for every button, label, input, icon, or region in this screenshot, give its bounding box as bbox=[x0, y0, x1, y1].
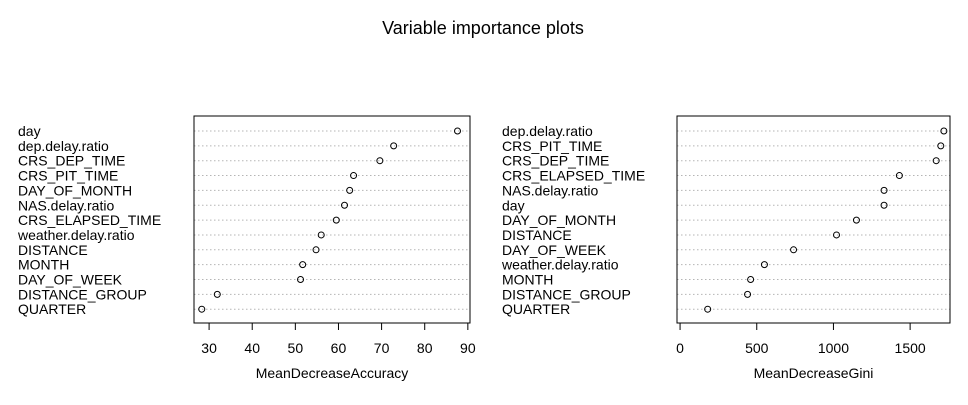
x-tick-label: 70 bbox=[374, 340, 390, 356]
row-label: NAS.delay.ratio bbox=[18, 197, 114, 213]
row-label: CRS_ELAPSED_TIME bbox=[18, 212, 161, 228]
x-tick-label: 50 bbox=[288, 340, 304, 356]
data-point bbox=[350, 172, 358, 180]
data-point bbox=[390, 142, 398, 150]
data-point bbox=[453, 127, 461, 135]
x-axis-label: MeanDecreaseGini bbox=[754, 365, 874, 381]
x-tick-label: 30 bbox=[201, 340, 217, 356]
x-tick-label: 0 bbox=[676, 340, 684, 356]
row-label: CRS_ELAPSED_TIME bbox=[502, 168, 645, 184]
row-label: CRS_PIT_TIME bbox=[502, 138, 602, 154]
data-point bbox=[880, 201, 888, 209]
data-point bbox=[833, 231, 841, 239]
dotchart-panel-1: daydep.delay.ratioCRS_DEP_TIMECRS_PIT_TI… bbox=[17, 115, 476, 381]
x-tick-label: 80 bbox=[417, 340, 433, 356]
row-label: MONTH bbox=[18, 257, 69, 273]
data-point bbox=[317, 231, 325, 239]
row-label: dep.delay.ratio bbox=[18, 138, 109, 154]
data-point bbox=[312, 246, 320, 254]
x-tick-label: 60 bbox=[331, 340, 347, 356]
row-label: CRS_DEP_TIME bbox=[18, 153, 125, 169]
x-tick-label: 1500 bbox=[895, 340, 926, 356]
row-label: QUARTER bbox=[502, 301, 570, 317]
dotchart-panel-2: dep.delay.ratioCRS_PIT_TIMECRS_DEP_TIMEC… bbox=[501, 115, 951, 381]
data-point bbox=[346, 186, 354, 194]
data-point bbox=[852, 216, 860, 224]
row-label: DAY_OF_MONTH bbox=[502, 212, 616, 228]
row-label: day bbox=[502, 197, 525, 213]
plot-frame bbox=[193, 115, 471, 324]
data-point bbox=[744, 290, 752, 298]
row-label: dep.delay.ratio bbox=[502, 123, 593, 139]
data-point bbox=[880, 186, 888, 194]
data-point bbox=[332, 216, 340, 224]
data-point bbox=[790, 246, 798, 254]
data-point bbox=[704, 305, 712, 313]
row-label: day bbox=[18, 123, 41, 139]
row-label: CRS_PIT_TIME bbox=[18, 168, 118, 184]
data-point bbox=[376, 157, 384, 165]
row-label: weather.delay.ratio bbox=[501, 257, 619, 273]
x-tick-label: 1000 bbox=[818, 340, 849, 356]
data-point bbox=[932, 157, 940, 165]
x-tick-label: 90 bbox=[460, 340, 476, 356]
data-point bbox=[760, 261, 768, 269]
data-point bbox=[341, 201, 349, 209]
row-label: CRS_DEP_TIME bbox=[502, 153, 609, 169]
data-point bbox=[299, 261, 307, 269]
row-label: QUARTER bbox=[18, 301, 86, 317]
row-label: DAY_OF_WEEK bbox=[502, 242, 607, 258]
row-label: weather.delay.ratio bbox=[17, 227, 135, 243]
row-label: DAY_OF_WEEK bbox=[18, 272, 123, 288]
row-label: DISTANCE_GROUP bbox=[502, 286, 631, 302]
data-point bbox=[937, 142, 945, 150]
data-point bbox=[747, 276, 755, 283]
x-axis-label: MeanDecreaseAccuracy bbox=[256, 365, 409, 381]
data-point bbox=[895, 172, 903, 180]
row-label: DISTANCE bbox=[502, 227, 572, 243]
plot-frame bbox=[676, 115, 951, 324]
x-tick-label: 40 bbox=[244, 340, 260, 356]
data-point bbox=[940, 127, 948, 135]
data-point bbox=[213, 290, 221, 298]
data-point bbox=[297, 276, 305, 283]
row-label: DAY_OF_MONTH bbox=[18, 182, 132, 198]
row-label: DISTANCE bbox=[18, 242, 88, 258]
data-point bbox=[198, 305, 206, 313]
row-label: MONTH bbox=[502, 272, 553, 288]
row-label: NAS.delay.ratio bbox=[502, 182, 598, 198]
x-tick-label: 500 bbox=[745, 340, 769, 356]
row-label: DISTANCE_GROUP bbox=[18, 286, 147, 302]
chart-title: Variable importance plots bbox=[382, 18, 584, 38]
